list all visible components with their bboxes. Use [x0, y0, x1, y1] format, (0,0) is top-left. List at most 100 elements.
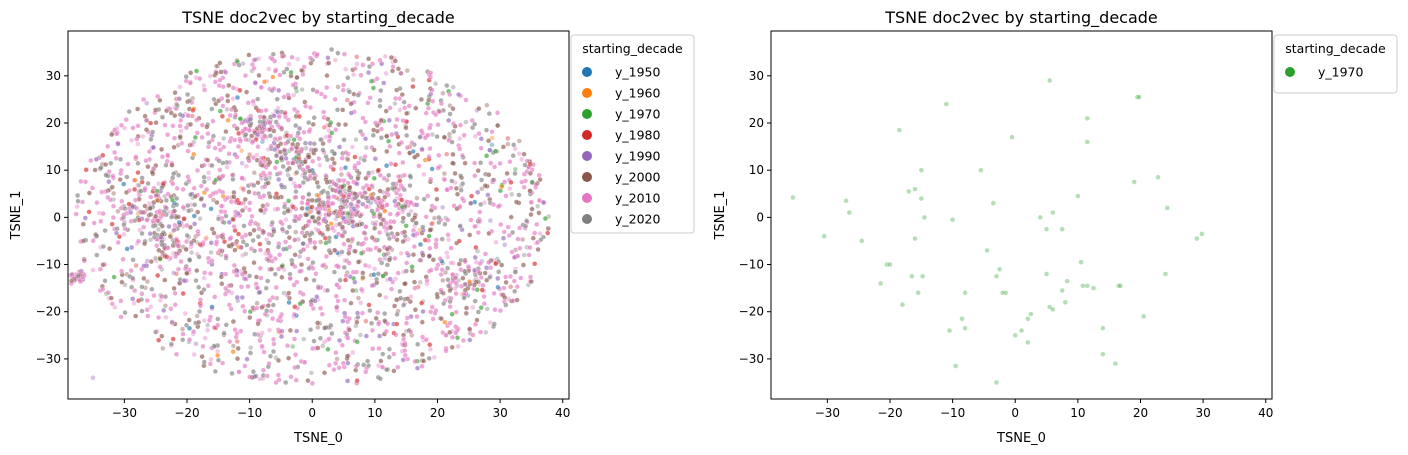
scatter-point [240, 252, 246, 259]
scatter-point [277, 170, 283, 176]
scatter-point [132, 177, 138, 183]
scatter-point [495, 275, 501, 282]
scatter-point [409, 264, 415, 270]
scatter-point [199, 290, 205, 296]
scatter-point [537, 230, 543, 237]
scatter-point [154, 243, 160, 249]
scatter-point [402, 105, 408, 111]
scatter-point [261, 349, 267, 355]
scatter-point [255, 222, 261, 228]
scatter-point [425, 105, 432, 111]
scatter-point [343, 66, 349, 72]
scatter-point [462, 287, 468, 293]
scatter-point [433, 186, 440, 193]
scatter-point [186, 208, 192, 214]
scatter-point [136, 182, 142, 188]
scatter-point [394, 116, 400, 123]
scatter-point [208, 240, 214, 246]
scatter-point [253, 274, 260, 280]
scatter-point [427, 245, 433, 251]
scatter-point [343, 150, 349, 156]
scatter-point [79, 199, 86, 205]
scatter-point [387, 276, 393, 282]
scatter-point [186, 179, 192, 185]
scatter-point [420, 298, 426, 305]
scatter-point [81, 258, 88, 264]
scatter-point [406, 212, 412, 218]
scatter-point [315, 285, 322, 291]
scatter-point [242, 196, 248, 203]
scatter-point [250, 369, 257, 375]
scatter-point [352, 65, 359, 72]
scatter-point [299, 205, 305, 212]
scatter-point [259, 343, 265, 349]
scatter-point [475, 189, 481, 195]
scatter-point [435, 165, 441, 171]
scatter-point [341, 264, 347, 271]
scatter-point [423, 214, 429, 220]
scatter-point [326, 138, 333, 144]
scatter-point [89, 185, 96, 191]
scatter-point [293, 189, 299, 195]
scatter-point [217, 108, 223, 114]
scatter-point [370, 85, 377, 91]
scatter-point [476, 131, 482, 137]
scatter-point [424, 278, 430, 284]
scatter-point [186, 177, 192, 184]
scatter-point [366, 363, 372, 369]
scatter-point [251, 182, 257, 189]
scatter-point [153, 107, 159, 113]
scatter-point [463, 119, 469, 125]
scatter-point [457, 122, 464, 128]
scatter-point [201, 174, 207, 180]
scatter-point [516, 138, 522, 144]
scatter-point [415, 284, 421, 290]
scatter-point [321, 370, 328, 376]
scatter-point [250, 98, 256, 104]
scatter-point [244, 89, 250, 95]
scatter-point [240, 60, 246, 67]
scatter-point [265, 278, 271, 284]
scatter-point [336, 144, 343, 150]
scatter-point [132, 186, 138, 193]
scatter-point [337, 277, 343, 283]
scatter-point [391, 368, 397, 374]
scatter-point [171, 171, 177, 177]
scatter-point [402, 203, 408, 209]
scatter-point [196, 254, 202, 260]
scatter-point [177, 123, 183, 129]
scatter-point [182, 266, 189, 272]
scatter-point [429, 131, 436, 138]
scatter-point [264, 308, 270, 314]
scatter-point [453, 324, 459, 330]
scatter-point [91, 220, 97, 226]
scatter-point [135, 123, 141, 129]
scatter-point [261, 79, 268, 85]
scatter-point [467, 326, 473, 332]
scatter-point [207, 317, 213, 323]
scatter-point [149, 286, 155, 292]
scatter-point [94, 252, 100, 258]
scatter-point [391, 351, 397, 357]
scatter-point [354, 61, 360, 67]
scatter-point [474, 317, 480, 323]
scatter-points [68, 46, 552, 387]
scatter-point [380, 217, 386, 223]
scatter-point [204, 124, 210, 130]
scatter-point [187, 80, 193, 86]
scatter-point [199, 134, 205, 141]
scatter-point [134, 205, 140, 211]
scatter-point [374, 280, 380, 286]
scatter-point [209, 304, 215, 310]
scatter-point [184, 222, 190, 229]
scatter-point [422, 157, 428, 163]
scatter-point [109, 221, 115, 227]
scatter-point [146, 149, 153, 155]
scatter-point [189, 142, 195, 148]
scatter-point [142, 113, 148, 119]
scatter-point [193, 68, 200, 74]
scatter-point [449, 344, 455, 350]
scatter-point [185, 203, 191, 209]
scatter-point [360, 274, 366, 281]
scatter-point [232, 327, 238, 333]
